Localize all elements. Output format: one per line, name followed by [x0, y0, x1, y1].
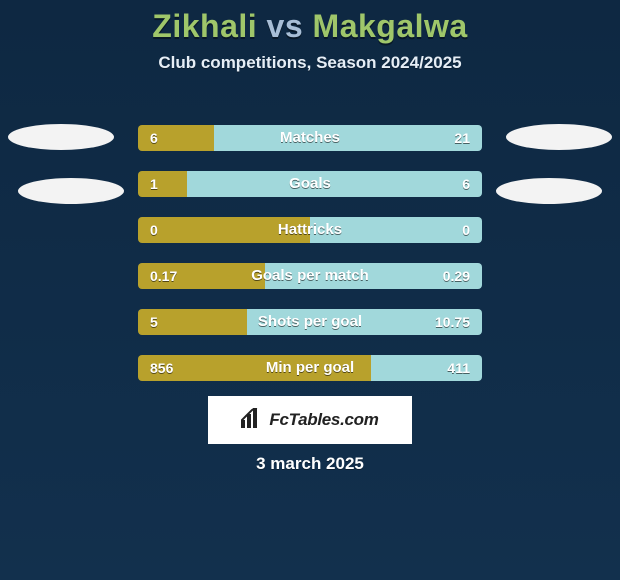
logo-text: FcTables.com: [269, 410, 378, 430]
bar-chart-icon: [241, 408, 263, 433]
metric-label: Goals: [138, 171, 482, 197]
player-right-name: Makgalwa: [313, 8, 468, 44]
avatar-right-1: [506, 124, 612, 150]
avatar-right-2: [496, 178, 602, 204]
page-title: Zikhali vs Makgalwa: [0, 0, 620, 45]
comparison-bars: 621Matches 16Goals 00Hattricks 0.170.29Goal…: [138, 125, 482, 401]
vs-label: vs: [257, 8, 312, 44]
avatar-left-1: [8, 124, 114, 150]
metric-label: Matches: [138, 125, 482, 151]
bar-row: 510.75Shots per goal: [138, 309, 482, 335]
metric-label: Hattricks: [138, 217, 482, 243]
bar-row: 00Hattricks: [138, 217, 482, 243]
date-label: 3 march 2025: [0, 454, 620, 474]
bar-row: 621Matches: [138, 125, 482, 151]
bar-row: 0.170.29Goals per match: [138, 263, 482, 289]
subtitle: Club competitions, Season 2024/2025: [0, 53, 620, 73]
player-left-name: Zikhali: [152, 8, 257, 44]
metric-label: Shots per goal: [138, 309, 482, 335]
metric-label: Goals per match: [138, 263, 482, 289]
avatar-left-2: [18, 178, 124, 204]
metric-label: Min per goal: [138, 355, 482, 381]
logo-box: FcTables.com: [208, 396, 412, 444]
bar-row: 856411Min per goal: [138, 355, 482, 381]
bar-row: 16Goals: [138, 171, 482, 197]
